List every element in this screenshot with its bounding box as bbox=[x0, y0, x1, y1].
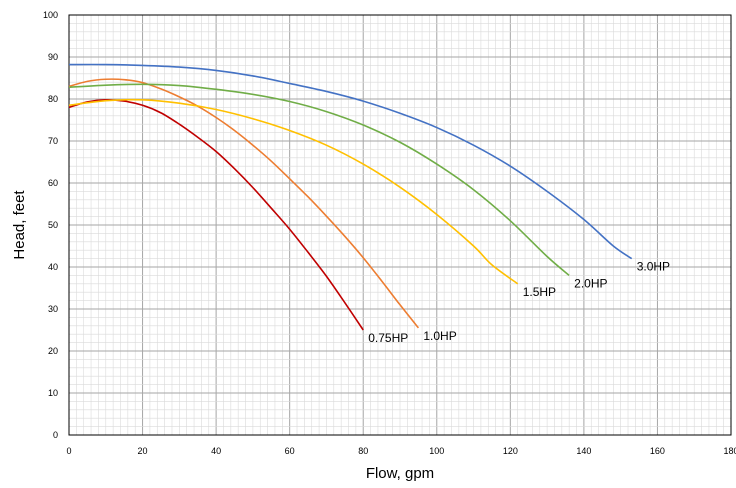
curve-label: 1.0HP bbox=[423, 329, 456, 343]
x-tick-label: 0 bbox=[66, 446, 71, 456]
x-tick-label: 100 bbox=[429, 446, 444, 456]
tick-labels: 0 20 40 60 80 100 120 140 160 180 0 10 20 30 40 50 60 70 8… bbox=[43, 10, 736, 456]
plot-area bbox=[68, 14, 732, 436]
grid bbox=[68, 14, 732, 436]
curve-label: 0.75HP bbox=[368, 331, 408, 345]
y-tick-label: 10 bbox=[48, 388, 58, 398]
y-tick-label: 100 bbox=[43, 10, 58, 20]
curve-label: 3.0HP bbox=[637, 260, 670, 274]
x-tick-label: 80 bbox=[358, 446, 368, 456]
y-tick-label: 30 bbox=[48, 304, 58, 314]
series bbox=[68, 63, 633, 331]
y-tick-label: 60 bbox=[48, 178, 58, 188]
series-line-1-0hp bbox=[68, 78, 420, 329]
y-tick-label: 50 bbox=[48, 220, 58, 230]
x-tick-label: 60 bbox=[285, 446, 295, 456]
curve-label: 1.5HP bbox=[523, 285, 556, 299]
x-tick-label: 160 bbox=[650, 446, 665, 456]
y-tick-label: 80 bbox=[48, 94, 58, 104]
y-axis-title: Head, feet bbox=[11, 190, 28, 260]
x-axis-title: Flow, gpm bbox=[366, 465, 434, 482]
y-tick-label: 70 bbox=[48, 136, 58, 146]
y-tick-label: 90 bbox=[48, 52, 58, 62]
curve-labels: 0.75HP 1.0HP 1.5HP 2.0HP 3.0HP bbox=[368, 260, 670, 345]
x-tick-label: 120 bbox=[503, 446, 518, 456]
y-tick-label: 0 bbox=[53, 430, 58, 440]
y-tick-label: 40 bbox=[48, 262, 58, 272]
series-line-3-0hp bbox=[68, 63, 633, 260]
x-tick-label: 180 bbox=[723, 446, 736, 456]
x-tick-label: 40 bbox=[211, 446, 221, 456]
y-tick-label: 20 bbox=[48, 346, 58, 356]
curve-label: 2.0HP bbox=[574, 276, 607, 290]
x-tick-label: 20 bbox=[138, 446, 148, 456]
series-line-2-0hp bbox=[68, 83, 570, 277]
series-line-1-5hp bbox=[68, 98, 519, 285]
x-tick-label: 140 bbox=[576, 446, 591, 456]
